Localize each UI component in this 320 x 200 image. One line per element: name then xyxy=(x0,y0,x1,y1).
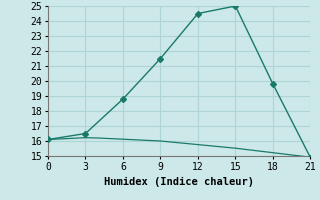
X-axis label: Humidex (Indice chaleur): Humidex (Indice chaleur) xyxy=(104,177,254,187)
